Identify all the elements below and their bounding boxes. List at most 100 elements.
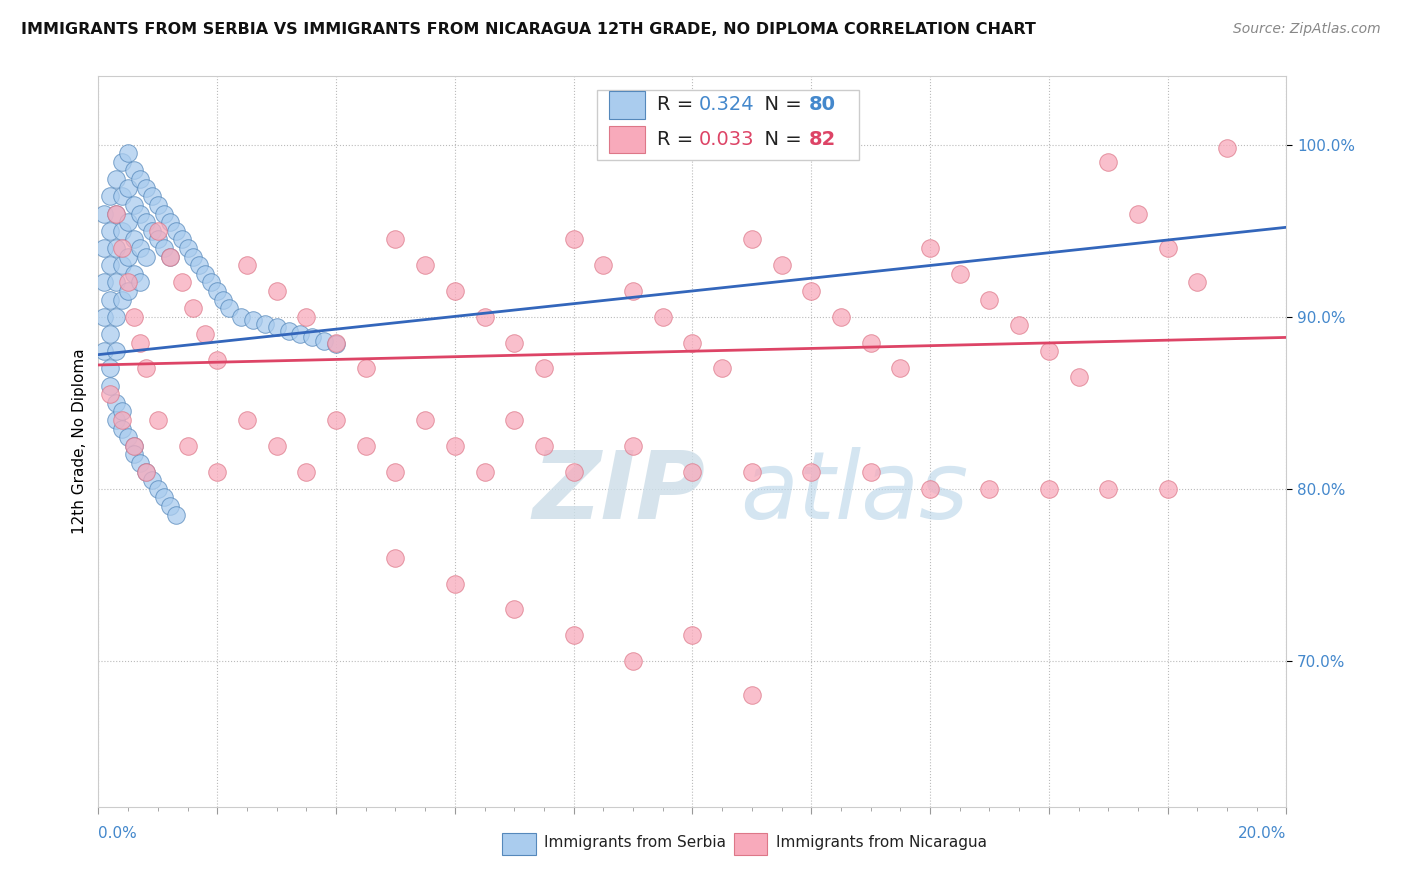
Point (122, 447, 145, 461)
Point (159, 499, 181, 513)
Point (949, 267, 972, 281)
Point (354, 361, 377, 376)
Point (384, 550, 406, 565)
Point (98, 224, 121, 238)
Point (152, 491, 174, 505)
Point (141, 224, 163, 238)
Point (212, 293, 235, 307)
Text: 0.0%: 0.0% (98, 826, 138, 841)
Point (253, 317, 276, 331)
Point (98, 326, 121, 341)
Point (122, 232, 145, 246)
Point (741, 465, 763, 479)
Point (314, 334, 336, 348)
Point (770, 258, 793, 272)
Point (236, 413, 259, 427)
Point (277, 324, 299, 338)
Point (141, 189, 163, 203)
Point (562, 628, 585, 642)
Point (135, 361, 157, 376)
Y-axis label: 12th Grade, No Diploma: 12th Grade, No Diploma (72, 349, 87, 534)
Text: N =: N = (752, 95, 808, 114)
Point (122, 198, 145, 212)
Text: 20.0%: 20.0% (1239, 826, 1286, 841)
Point (159, 250, 181, 264)
Point (129, 335, 152, 350)
Point (111, 404, 134, 418)
Point (859, 465, 882, 479)
Text: Immigrants from Serbia: Immigrants from Serbia (544, 835, 725, 850)
Point (122, 267, 145, 281)
Point (93, 241, 115, 255)
FancyBboxPatch shape (734, 833, 768, 855)
Point (503, 335, 526, 350)
Point (117, 430, 139, 444)
Point (474, 465, 496, 479)
Point (325, 335, 347, 350)
Point (384, 232, 406, 246)
Point (1187, 276, 1209, 290)
Point (194, 326, 217, 341)
Point (503, 602, 526, 616)
Point (170, 276, 193, 290)
Point (1156, 482, 1178, 496)
Point (111, 413, 134, 427)
Point (651, 310, 673, 324)
Point (301, 330, 323, 344)
Point (859, 335, 882, 350)
Point (122, 439, 145, 453)
Text: ZIP: ZIP (531, 447, 704, 539)
Point (1038, 344, 1060, 359)
Point (98, 189, 121, 203)
Point (146, 198, 169, 212)
Point (621, 439, 644, 453)
Point (741, 232, 763, 246)
Point (183, 250, 205, 264)
Point (200, 276, 222, 290)
Point (105, 276, 128, 290)
Point (129, 206, 152, 220)
Point (117, 250, 139, 264)
Point (111, 422, 134, 436)
Point (117, 146, 139, 161)
Point (800, 465, 823, 479)
Point (800, 284, 823, 298)
Point (111, 154, 134, 169)
Point (229, 310, 252, 324)
Point (135, 180, 157, 194)
Point (266, 320, 288, 334)
Text: 82: 82 (808, 130, 837, 149)
Point (111, 189, 134, 203)
Point (830, 310, 852, 324)
Point (93, 276, 115, 290)
Point (135, 250, 157, 264)
Point (135, 215, 157, 229)
Point (111, 293, 134, 307)
Point (170, 232, 193, 246)
Point (93, 310, 115, 324)
Point (711, 361, 734, 376)
Text: IMMIGRANTS FROM SERBIA VS IMMIGRANTS FROM NICARAGUA 12TH GRADE, NO DIPLOMA CORRE: IMMIGRANTS FROM SERBIA VS IMMIGRANTS FRO… (21, 22, 1036, 37)
Point (205, 465, 228, 479)
Point (117, 215, 139, 229)
Point (93, 344, 115, 359)
Point (384, 465, 406, 479)
Point (979, 482, 1001, 496)
Point (295, 310, 318, 324)
Point (1097, 482, 1119, 496)
Point (533, 439, 555, 453)
Point (152, 206, 174, 220)
Point (105, 241, 128, 255)
Point (443, 284, 465, 298)
Point (290, 326, 312, 341)
Point (122, 439, 145, 453)
Text: 80: 80 (808, 95, 837, 114)
Point (129, 276, 152, 290)
Point (1038, 482, 1060, 496)
Point (111, 224, 134, 238)
Point (325, 337, 347, 351)
Point (111, 241, 134, 255)
Point (129, 456, 152, 470)
Point (194, 267, 217, 281)
Point (621, 284, 644, 298)
